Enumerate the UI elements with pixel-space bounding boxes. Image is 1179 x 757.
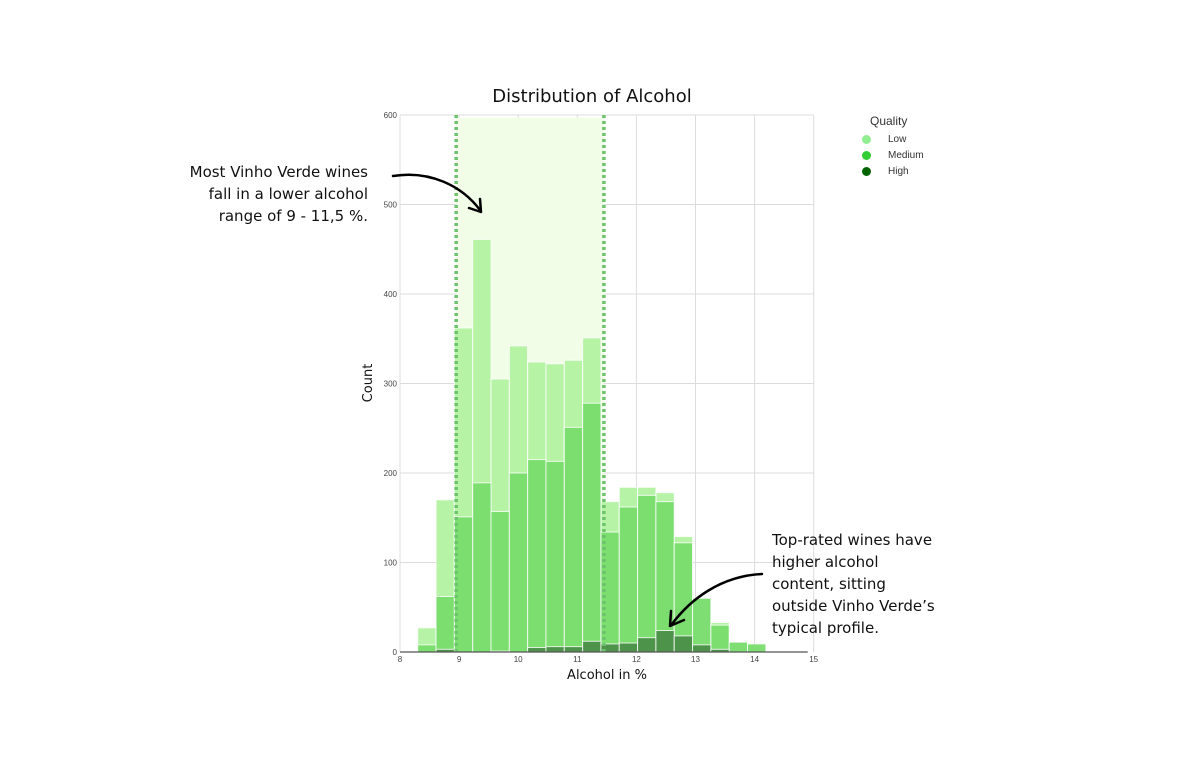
x-tick-label: 14 <box>750 655 759 664</box>
bar-medium <box>508 472 529 653</box>
arrow-left-head <box>467 197 483 214</box>
legend-title: Quality <box>870 114 908 128</box>
bar-medium <box>563 426 584 653</box>
bar-medium <box>747 643 767 653</box>
annotation-low-alcohol: Most Vinho Verde wines fall in a lower a… <box>190 161 368 227</box>
bar-medium <box>600 531 620 653</box>
legend-marker <box>862 150 871 160</box>
y-tick-label: 400 <box>384 290 398 299</box>
annotation-line: outside Vinho Verde’s <box>772 597 935 615</box>
bar-medium <box>728 641 749 653</box>
bar-high <box>655 630 675 653</box>
bar-medium <box>582 402 602 653</box>
y-axis-label: Count <box>361 364 376 403</box>
x-tick-label: 9 <box>457 655 462 664</box>
arrow-left <box>391 173 482 212</box>
bar-medium <box>710 624 730 653</box>
x-tick-label: 11 <box>573 655 582 664</box>
x-axis-label: Alcohol in % <box>567 668 647 683</box>
annotation-line: fall in a lower alcohol <box>208 185 368 203</box>
legend-label: High <box>888 165 909 177</box>
legend-item-medium: Medium <box>858 147 924 163</box>
x-tick-label: 8 <box>398 655 403 664</box>
bar-medium <box>435 596 455 653</box>
bar-medium <box>417 644 437 653</box>
bar-high <box>618 642 639 653</box>
bar-medium <box>527 459 547 653</box>
annotation-line: content, sitting <box>772 575 886 593</box>
annotation-top-rated: Top-rated wines have higher alcohol cont… <box>772 529 935 639</box>
y-tick-label: 100 <box>384 559 398 568</box>
bar-high <box>582 640 602 653</box>
x-tick-label: 10 <box>514 655 523 664</box>
axes: 0 100 200 300 400 500 600 8 9 10 11 12 13 14 15 <box>384 111 819 664</box>
legend: Quality Low Medium High <box>858 114 924 179</box>
arrow-right <box>670 572 764 626</box>
annotation-line: higher alcohol <box>772 553 879 571</box>
x-tick-label: 15 <box>809 655 818 664</box>
bar-medium <box>637 494 657 653</box>
annotation-line: range of 9 - 11,5 %. <box>218 207 368 225</box>
arrow-right-head <box>668 609 686 628</box>
bar-high <box>527 647 547 653</box>
y-tick-label: 500 <box>384 201 398 210</box>
bar-high <box>692 644 712 653</box>
y-tick-label: 300 <box>384 380 398 389</box>
y-tick-label: 200 <box>384 469 398 478</box>
y-tick-label: 600 <box>384 111 398 120</box>
bar-high <box>563 646 584 653</box>
legend-label: Medium <box>888 149 924 161</box>
bar-medium <box>545 460 565 653</box>
y-tick-label: 0 <box>393 648 398 657</box>
grid <box>399 114 815 652</box>
x-tick-label: 12 <box>632 655 641 664</box>
annotation-line: Most Vinho Verde wines <box>189 163 368 181</box>
bar-medium <box>618 506 639 653</box>
bar-medium <box>490 510 510 653</box>
legend-item-low: Low <box>858 131 924 147</box>
legend-item-high: High <box>858 163 924 179</box>
annotation-line: typical profile. <box>772 619 879 637</box>
x-tick-label: 13 <box>691 655 700 664</box>
annotation-line: Top-rated wines have <box>772 531 933 549</box>
legend-marker <box>862 134 871 144</box>
bar-medium <box>692 597 712 653</box>
bar-medium <box>655 501 675 653</box>
legend-marker <box>862 166 871 176</box>
bar-high <box>545 646 565 653</box>
bar-high <box>637 637 657 653</box>
chart-title: Distribution of Alcohol <box>492 86 691 107</box>
bar-medium <box>472 482 492 653</box>
bar-high <box>673 635 694 653</box>
legend-label: Low <box>888 133 907 145</box>
